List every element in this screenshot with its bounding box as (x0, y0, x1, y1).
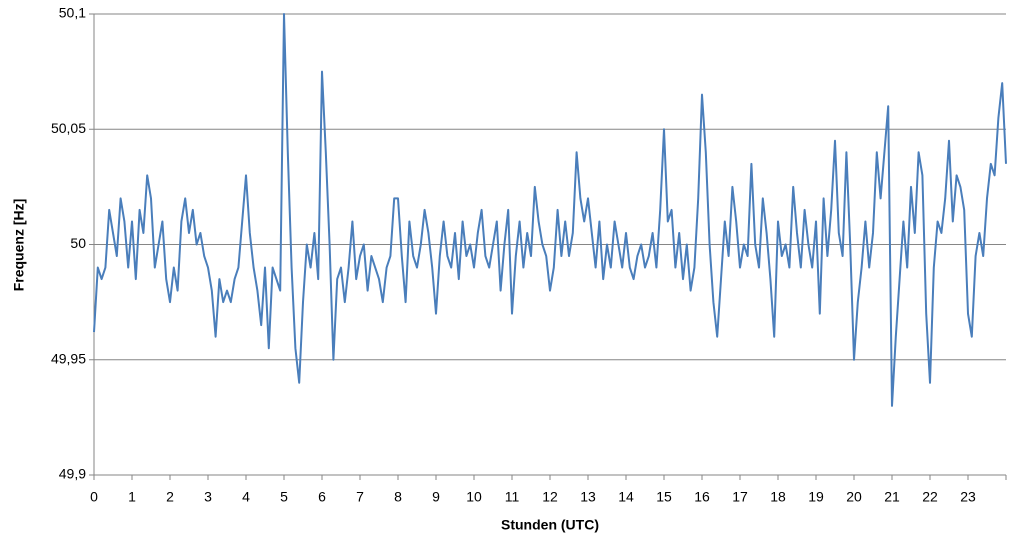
x-tick-label: 21 (884, 489, 900, 505)
x-tick-label: 20 (846, 489, 862, 505)
x-tick-label: 2 (166, 489, 174, 505)
x-tick-label: 7 (356, 489, 364, 505)
x-tick-label: 18 (770, 489, 786, 505)
y-tick-label: 50,05 (51, 120, 86, 136)
x-tick-label: 1 (128, 489, 136, 505)
x-tick-label: 14 (618, 489, 634, 505)
x-tick-label: 19 (808, 489, 824, 505)
x-tick-label: 6 (318, 489, 326, 505)
y-tick-label: 50,1 (59, 5, 86, 21)
x-tick-label: 3 (204, 489, 212, 505)
data-line (93, 13, 1007, 407)
x-axis-title: Stunden (UTC) (501, 517, 599, 533)
x-tick-label: 0 (90, 489, 98, 505)
x-tick-label: 22 (922, 489, 938, 505)
y-axis-title: Frequenz [Hz] (11, 199, 27, 292)
x-tick-label: 13 (580, 489, 596, 505)
x-tick-label: 23 (960, 489, 976, 505)
y-tick-label: 50 (70, 235, 86, 251)
x-tick-label: 9 (432, 489, 440, 505)
y-tick-label: 49,95 (51, 350, 86, 366)
x-tick-label: 15 (656, 489, 672, 505)
x-tick-label: 17 (732, 489, 748, 505)
x-tick-label: 12 (542, 489, 558, 505)
x-tick-label: 11 (505, 489, 520, 505)
y-tick-label: 49,9 (59, 466, 86, 482)
x-tick-label: 5 (280, 489, 288, 505)
x-tick-label: 8 (394, 489, 402, 505)
x-tick-label: 16 (694, 489, 710, 505)
x-tick-label: 10 (466, 489, 482, 505)
x-tick-label: 4 (242, 489, 250, 505)
